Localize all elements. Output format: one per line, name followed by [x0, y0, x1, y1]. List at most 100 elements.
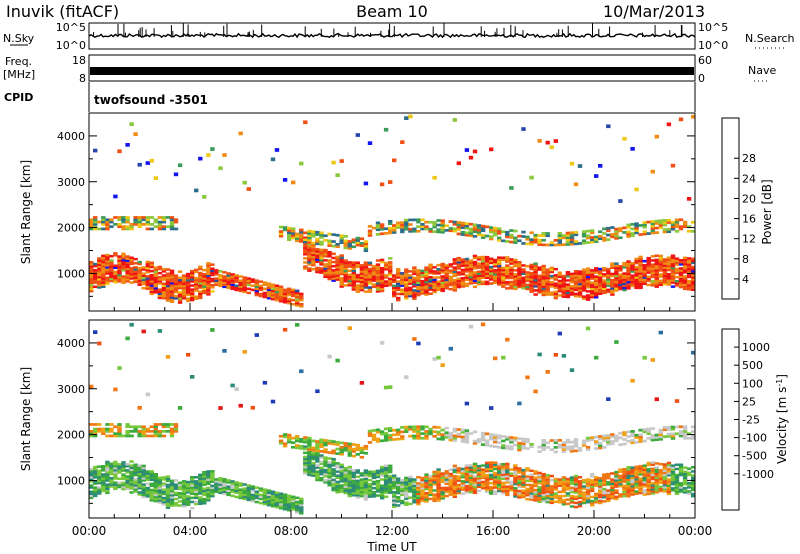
heatmap-cell	[335, 474, 340, 477]
heatmap-cell	[489, 444, 494, 448]
heatmap-cell	[327, 469, 332, 473]
heatmap-cell	[186, 287, 191, 290]
heatmap-cell	[299, 237, 304, 241]
heatmap-cell	[89, 225, 94, 228]
heatmap-cell	[505, 235, 510, 239]
heatmap-cell	[343, 485, 348, 489]
heatmap-cell	[105, 464, 110, 468]
heatmap-cell	[177, 297, 183, 300]
heatmap-cell	[113, 460, 118, 464]
heatmap-cell	[468, 227, 474, 231]
heatmap-cell	[206, 494, 211, 498]
heatmap-cell	[658, 487, 663, 491]
heatmap-cell	[464, 468, 470, 471]
heatmap-cell	[424, 225, 429, 229]
heatmap-cell	[642, 474, 647, 478]
heatmap-cell	[323, 475, 328, 478]
heatmap-cell	[691, 476, 696, 479]
heatmap-cell	[452, 466, 457, 470]
heatmap-cell	[347, 275, 352, 279]
heatmap-cell	[165, 280, 171, 284]
heatmap-cell	[375, 286, 381, 289]
heatmap-cell	[190, 482, 195, 485]
heatmap-cell	[363, 451, 369, 455]
heatmap-cell	[480, 282, 486, 286]
heatmap-cell	[101, 227, 106, 231]
heatmap-cell	[222, 488, 227, 491]
heatmap-cell	[654, 476, 659, 480]
heatmap-cell	[113, 477, 118, 480]
heatmap-cell	[460, 482, 466, 485]
heatmap-cell	[480, 257, 486, 261]
heatmap-cell	[513, 277, 518, 280]
heatmap-cell	[533, 276, 538, 280]
heatmap-cell	[682, 258, 688, 262]
heatmap-cell	[480, 272, 486, 275]
heatmap-cell	[186, 480, 191, 484]
heatmap-cell	[642, 428, 647, 431]
heatmap-cell	[618, 482, 623, 486]
heatmap-cell	[674, 492, 680, 495]
heatmap-cell	[97, 257, 102, 260]
heatmap-cell	[266, 491, 272, 494]
heatmap-cell	[129, 480, 134, 484]
heatmap-cell	[444, 478, 449, 481]
heatmap-cell	[444, 282, 449, 286]
heatmap-cell	[650, 224, 655, 228]
heatmap-cell	[97, 481, 102, 485]
heatmap-cell	[351, 284, 356, 287]
heatmap-cell	[335, 488, 340, 492]
heatmap-cell	[363, 469, 369, 472]
heatmap-cell	[246, 281, 251, 284]
heatmap-cell	[594, 269, 599, 272]
heatmap-cell	[250, 495, 255, 499]
heatmap-cell	[658, 471, 663, 474]
heatmap-cell	[343, 271, 348, 275]
heatmap-cell	[121, 463, 126, 466]
heatmap-cell	[464, 266, 470, 269]
heatmap-cell	[109, 470, 114, 474]
heatmap-cell	[274, 499, 280, 503]
heatmap-cell	[408, 475, 413, 479]
heatmap-cell	[355, 475, 360, 478]
heatmap-cell	[371, 269, 377, 272]
heatmap-cell	[392, 480, 397, 484]
heatmap-cell	[307, 471, 312, 475]
heatmap-cell	[396, 280, 401, 283]
heatmap-cell	[602, 473, 607, 476]
heatmap-cell	[521, 483, 526, 486]
heatmap-cell	[400, 499, 405, 503]
heatmap-cell	[545, 480, 550, 483]
heatmap-cell	[319, 248, 324, 252]
heatmap-cell	[654, 271, 659, 274]
heatmap-cell	[480, 229, 486, 233]
heatmap-cell	[537, 241, 542, 244]
heatmap-cell	[270, 295, 276, 299]
heatmap-cell	[626, 270, 631, 274]
heatmap-cell	[327, 253, 332, 256]
heatmap-cell	[157, 216, 163, 219]
heatmap-cell	[646, 220, 651, 224]
heatmap-cell	[93, 218, 98, 222]
heatmap-cell	[464, 226, 470, 230]
heatmap-cell	[452, 464, 457, 468]
heatmap-cell	[686, 279, 692, 283]
heatmap-cell	[440, 480, 445, 484]
heatmap-cell	[141, 430, 146, 433]
heatmap-cell	[521, 489, 526, 492]
heatmap-cell	[436, 495, 441, 498]
heatmap-cell	[222, 283, 227, 286]
heatmap-cell	[480, 270, 486, 273]
heatmap-cell	[416, 291, 421, 295]
heatmap-cell	[101, 273, 106, 276]
heatmap-cell	[666, 488, 672, 491]
heatmap-cell	[408, 276, 413, 279]
heatmap-cell	[541, 232, 546, 235]
heatmap-cell	[181, 488, 187, 491]
heatmap-cell	[295, 295, 300, 299]
heatmap-cell	[602, 477, 607, 480]
heatmap-cell	[218, 477, 223, 480]
heatmap-cell	[412, 280, 417, 284]
heatmap-cell	[327, 451, 332, 454]
heatmap-cell	[339, 268, 344, 272]
